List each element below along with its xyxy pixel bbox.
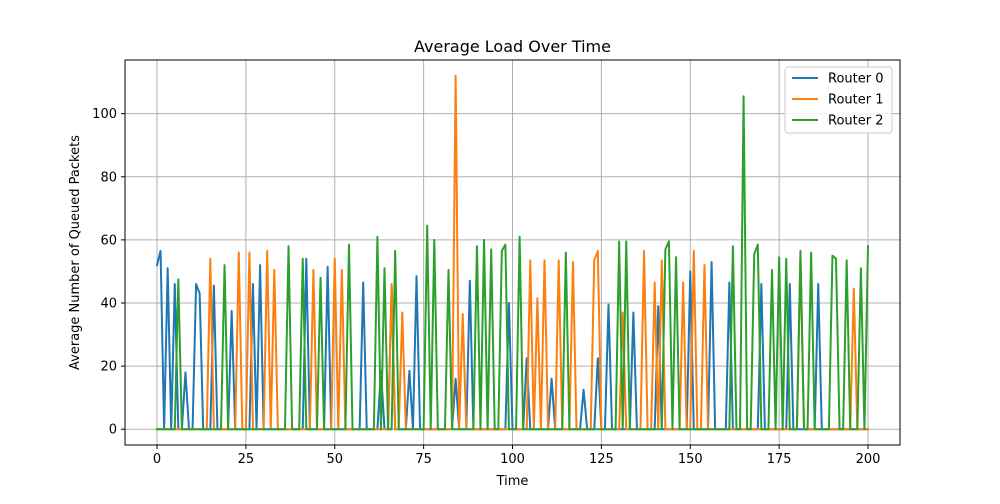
x-axis-label: Time (496, 474, 529, 489)
legend: Router 0 Router 1 Router 2 (784, 66, 893, 134)
series-line-router-2 (156, 95, 870, 431)
x-tick-label: 50 (326, 452, 343, 467)
y-tick-label: 80 (100, 170, 117, 185)
legend-items: Router 0 Router 1 Router 2 (792, 72, 884, 129)
y-tick-label: 60 (100, 233, 117, 248)
series-layer (155, 74, 870, 431)
chart-title: Average Load Over Time (414, 37, 611, 56)
y-tick-label: 0 (109, 423, 117, 438)
x-tick-label: 0 (153, 452, 161, 467)
x-tick-label: 100 (500, 452, 525, 467)
x-tick-label: 200 (856, 452, 881, 467)
x-tick-label: 175 (767, 452, 792, 467)
y-tick-label: 100 (92, 107, 117, 122)
x-axis: 0 25 50 75 100 125 150 175 200 (153, 445, 881, 467)
y-axis: 0 20 40 60 80 100 (92, 107, 125, 438)
x-tick-label: 150 (678, 452, 703, 467)
x-tick-label: 25 (238, 452, 255, 467)
x-tick-label: 125 (589, 452, 614, 467)
grid (125, 60, 900, 445)
legend-label: Router 0 (828, 72, 884, 87)
legend-box (784, 66, 893, 134)
legend-label: Router 1 (828, 93, 884, 108)
legend-label: Router 2 (828, 114, 884, 129)
x-tick-label: 75 (415, 452, 432, 467)
y-axis-label: Average Number of Queued Packets (68, 135, 83, 370)
y-tick-label: 20 (100, 360, 117, 375)
y-tick-label: 40 (100, 296, 117, 311)
